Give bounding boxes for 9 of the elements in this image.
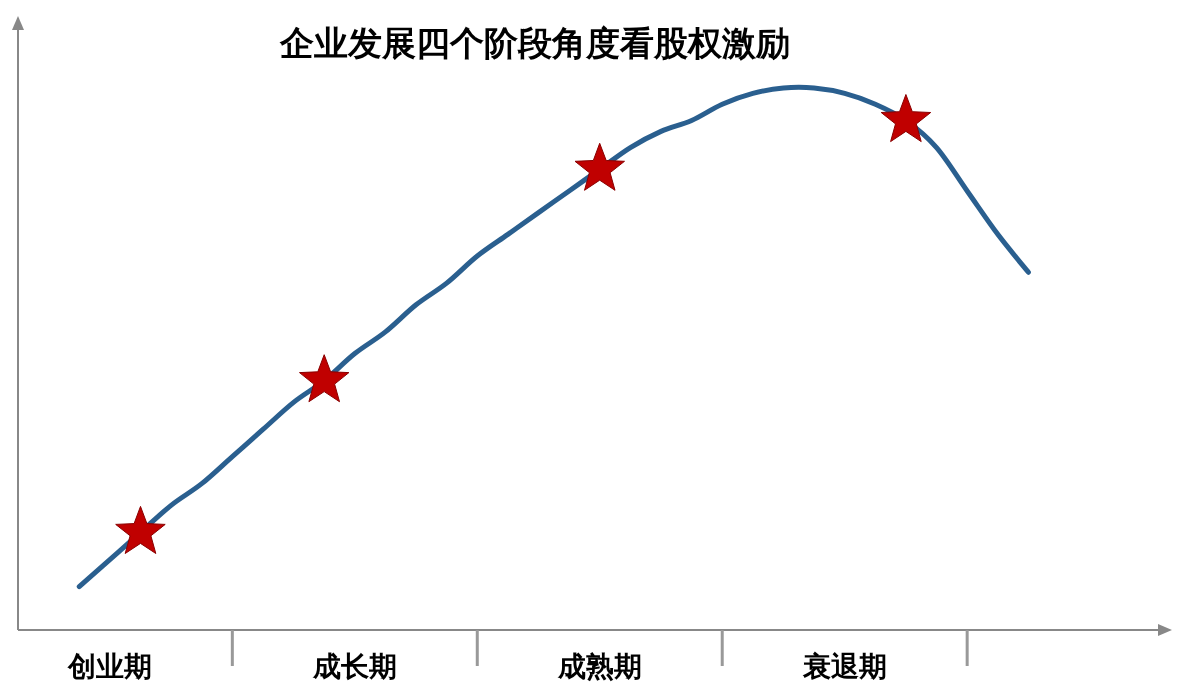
x-tick-label: 成长期	[311, 650, 397, 683]
point	[299, 354, 350, 403]
point	[115, 505, 166, 554]
chart-title: 企业发展四个阶段角度看股权激励	[279, 23, 790, 63]
x-tick-label: 衰退期	[801, 650, 887, 683]
x-tick-label: 创业期	[66, 650, 152, 683]
x-tick-label: 成熟期	[556, 650, 642, 683]
point	[880, 94, 932, 143]
point	[574, 142, 625, 191]
